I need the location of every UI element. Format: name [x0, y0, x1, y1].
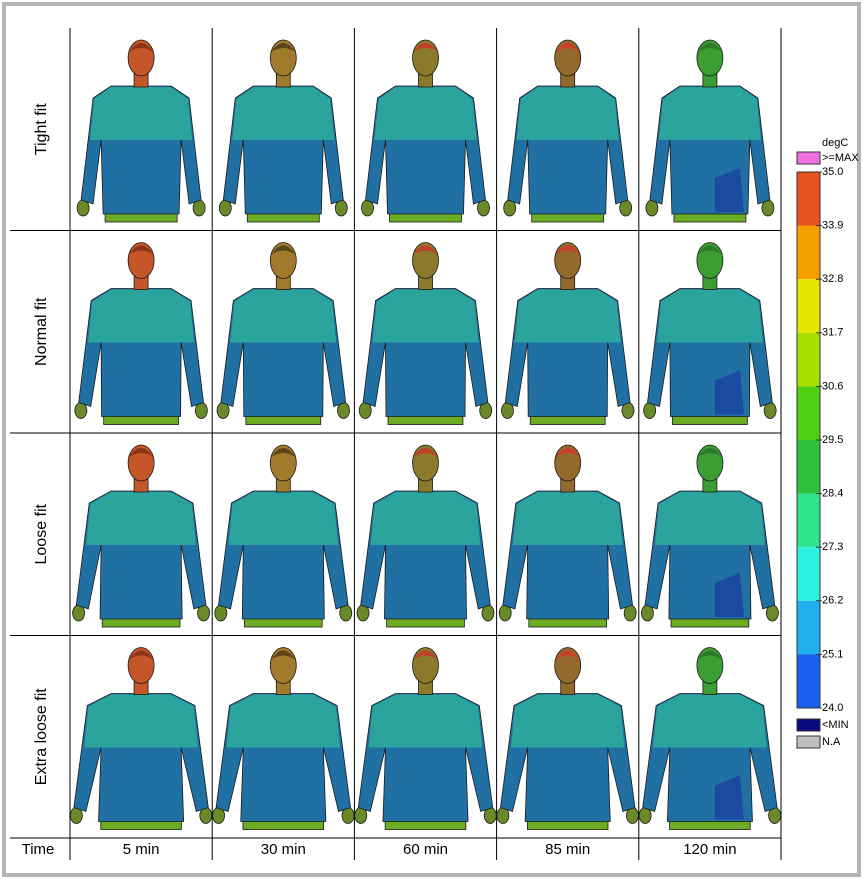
min-label: <MIN	[822, 719, 849, 731]
shirt-upper	[227, 695, 341, 748]
legend-segment	[797, 601, 820, 655]
time-label: 30 min	[261, 841, 306, 858]
min-swatch	[797, 719, 820, 731]
fit-label: Normal fit	[33, 297, 50, 366]
fit-label: Loose fit	[33, 503, 50, 564]
legend-segment	[797, 333, 820, 387]
time-header: Time	[22, 841, 55, 858]
legend-segment	[797, 654, 820, 708]
shirt-upper	[232, 87, 334, 140]
shirt-upper	[86, 492, 196, 545]
time-label: 85 min	[545, 841, 590, 858]
time-label: 120 min	[683, 841, 736, 858]
legend-tick-label: 29.5	[822, 434, 843, 446]
shirt-upper	[228, 492, 338, 545]
shirt-upper	[511, 695, 625, 748]
max-swatch	[797, 152, 820, 164]
shirt-upper	[653, 695, 767, 748]
legend-segment	[797, 494, 820, 548]
legend-segment	[797, 547, 820, 601]
legend-tick-label: 33.9	[822, 220, 843, 232]
legend-segment	[797, 172, 820, 226]
legend-tick-label: 31.7	[822, 327, 843, 339]
shirt-upper	[230, 290, 336, 343]
shirt-upper	[659, 87, 761, 140]
max-label: >=MAX	[822, 152, 859, 164]
legend-segment	[797, 279, 820, 333]
time-label: 60 min	[403, 841, 448, 858]
shirt-upper	[515, 290, 621, 343]
shirt-upper	[371, 492, 481, 545]
legend-tick-label: 26.2	[822, 595, 843, 607]
na-label: N.A	[822, 736, 841, 748]
fit-label: Extra loose fit	[33, 688, 50, 785]
shirt-upper	[373, 290, 479, 343]
legend-tick-label: 30.6	[822, 380, 843, 392]
legend-tick-label: 28.4	[822, 488, 843, 500]
shirt-upper	[375, 87, 477, 140]
legend-tick-label: 25.1	[822, 648, 843, 660]
shirt-upper	[655, 492, 765, 545]
fit-label: Tight fit	[33, 103, 50, 155]
legend-unit: degC	[822, 137, 848, 149]
shirt-upper	[84, 695, 198, 748]
shirt-upper	[657, 290, 763, 343]
shirt-upper	[88, 290, 194, 343]
legend-segment	[797, 386, 820, 440]
na-swatch	[797, 736, 820, 748]
time-label: 5 min	[123, 841, 160, 858]
shirt-upper	[517, 87, 619, 140]
legend-tick-label: 32.8	[822, 273, 843, 285]
legend-segment	[797, 440, 820, 494]
legend-tick-label: 27.3	[822, 541, 843, 553]
shirt-upper	[90, 87, 192, 140]
shirt-upper	[369, 695, 483, 748]
legend-segment	[797, 226, 820, 280]
legend-tick-label: 24.0	[822, 702, 843, 714]
legend-tick-label: 35.0	[822, 166, 843, 178]
shirt-upper	[513, 492, 623, 545]
figure: Time 5 min 30 min 60 min 85 min 120 min Tight …	[0, 0, 863, 879]
